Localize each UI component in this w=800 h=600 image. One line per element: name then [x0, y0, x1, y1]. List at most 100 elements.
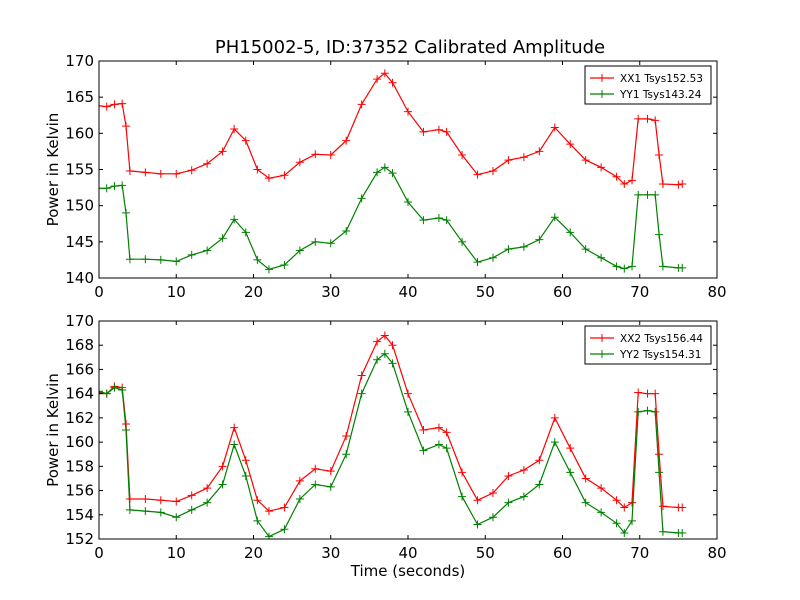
data-point-marker [678, 263, 687, 272]
y-tick-label: 170 [65, 52, 94, 70]
y-tick-label: 158 [65, 457, 94, 475]
data-point-marker [458, 237, 467, 246]
y-axis-label: Power in Kelvin [44, 113, 62, 227]
y-tick-label: 152 [65, 530, 94, 548]
data-point-marker [535, 147, 544, 156]
data-point-marker [380, 69, 389, 78]
data-point-marker [458, 468, 467, 477]
y-tick-label: 140 [65, 269, 94, 287]
data-point-marker [110, 100, 119, 109]
data-point-marker [156, 255, 165, 264]
data-point-marker [172, 169, 181, 178]
data-point-marker [373, 355, 382, 364]
data-point-marker [458, 151, 467, 160]
data-point-marker [295, 476, 304, 485]
data-point-marker [342, 450, 351, 459]
data-point-marker [620, 503, 629, 512]
data-point-marker [655, 450, 664, 459]
data-point-marker [519, 465, 528, 474]
data-point-marker [643, 389, 652, 398]
data-point-marker [651, 389, 660, 398]
data-point-marker [488, 253, 497, 262]
legend-box [584, 65, 712, 105]
data-point-marker [442, 127, 451, 136]
data-point-marker [156, 496, 165, 505]
data-point-marker [264, 265, 273, 274]
x-tick-label: 10 [167, 544, 186, 562]
data-point-marker [643, 406, 652, 415]
data-point-marker [326, 467, 335, 476]
data-point-marker [488, 166, 497, 175]
data-point-marker [550, 123, 559, 132]
data-point-marker [419, 446, 428, 455]
x-tick-label: 80 [707, 544, 726, 562]
legend-marker [598, 334, 606, 342]
data-point-marker [172, 257, 181, 266]
data-point-marker [651, 190, 660, 199]
data-point-marker [311, 464, 320, 473]
x-tick-label: 70 [630, 544, 649, 562]
data-point-marker [404, 407, 412, 416]
data-point-marker [311, 150, 320, 159]
data-point-marker [125, 505, 134, 514]
data-point-marker [655, 230, 664, 239]
data-point-marker [203, 159, 212, 168]
data-point-marker [172, 497, 181, 506]
x-tick-label: 30 [321, 283, 340, 301]
data-point-marker [253, 496, 262, 505]
data-point-marker [434, 440, 443, 449]
series-2 [99, 349, 687, 539]
data-point-marker [620, 264, 629, 273]
data-point-marker [187, 166, 196, 175]
y-tick-label: 166 [65, 360, 94, 378]
x-tick-label: 70 [630, 283, 649, 301]
data-point-marker [102, 389, 111, 398]
data-point-marker [419, 127, 428, 136]
data-point-marker [295, 495, 304, 504]
data-point-marker [380, 163, 389, 172]
data-point-marker [326, 151, 335, 160]
legend-label: XX1 Tsys152.53 [620, 73, 703, 85]
data-point-marker [342, 226, 351, 235]
data-point-marker [658, 262, 667, 271]
data-point-marker [628, 498, 637, 507]
y-tick-label: 170 [65, 312, 94, 330]
data-point-marker [404, 107, 412, 116]
data-point-marker [550, 413, 559, 422]
x-tick-label: 0 [94, 544, 104, 562]
data-point-marker [597, 508, 606, 517]
data-point-marker [678, 503, 687, 512]
data-point-marker [141, 495, 150, 504]
data-point-marker [434, 125, 443, 134]
x-tick-label: 80 [707, 283, 726, 301]
data-point-marker [535, 480, 544, 489]
data-point-marker [326, 482, 335, 491]
data-point-marker [218, 234, 227, 243]
legend: XX2 Tsys156.44 YY2 Tsys154.31 [584, 325, 712, 365]
series-1 [99, 69, 687, 189]
data-point-marker [264, 507, 273, 516]
y-tick-label: 165 [65, 88, 94, 106]
data-point-marker [658, 527, 667, 536]
data-point-marker [519, 242, 528, 251]
data-point-marker [504, 472, 513, 481]
data-point-marker [419, 216, 428, 225]
data-point-marker [634, 388, 643, 397]
data-point-marker [99, 387, 103, 396]
data-point-marker [118, 386, 127, 395]
x-tick-label: 20 [244, 283, 263, 301]
data-point-marker [280, 260, 289, 269]
data-point-marker [125, 166, 134, 175]
x-tick-label: 60 [553, 283, 572, 301]
data-point-marker [620, 179, 629, 188]
legend-label: YY2 Tsys154.31 [619, 349, 701, 361]
data-point-marker [442, 444, 451, 453]
data-point-marker [203, 498, 212, 507]
data-point-marker [678, 179, 687, 188]
data-point-marker [488, 513, 497, 522]
data-point-marker [203, 246, 212, 255]
data-point-marker [504, 498, 513, 507]
x-tick-label: 50 [476, 544, 495, 562]
data-point-marker [442, 216, 451, 225]
data-point-marker [550, 213, 559, 222]
